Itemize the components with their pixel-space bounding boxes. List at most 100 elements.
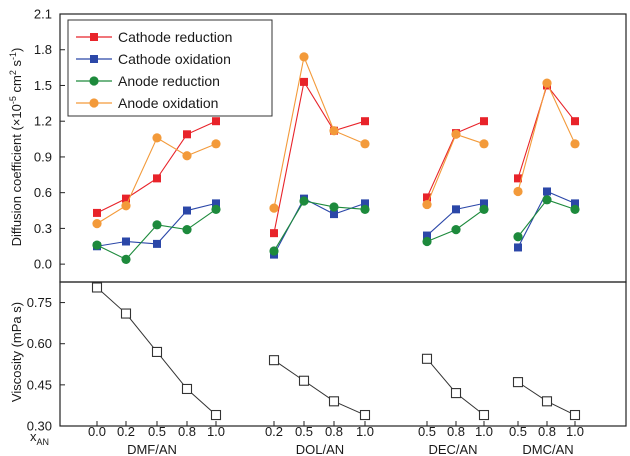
- data-point: [121, 254, 131, 264]
- top-y-tick-label: 1.5: [34, 78, 52, 93]
- series-line: [426, 358, 485, 416]
- data-point: [421, 353, 433, 364]
- group-label-dec-an: DEC/AN: [428, 442, 477, 456]
- legend-marker: [90, 55, 98, 63]
- data-point: [120, 308, 132, 319]
- data-point: [212, 199, 220, 208]
- data-point: [121, 201, 131, 211]
- top-y-tick-label: 0.3: [34, 221, 52, 236]
- data-point: [122, 237, 130, 246]
- data-point: [91, 282, 103, 293]
- data-point: [450, 388, 462, 399]
- data-point: [181, 383, 193, 395]
- top-y-tick-label: 1.2: [34, 114, 52, 129]
- x-axis-symbol: xAN: [30, 429, 49, 447]
- data-point: [422, 236, 432, 247]
- x-tick-label: 1.0: [566, 424, 584, 439]
- data-point: [361, 117, 369, 126]
- legend-marker: [90, 33, 98, 41]
- data-point: [153, 239, 161, 248]
- data-point: [514, 174, 522, 183]
- data-point: [423, 231, 431, 240]
- group-label-dmf-an: DMF/AN: [127, 442, 177, 456]
- data-point: [480, 199, 488, 208]
- legend-marker: [89, 98, 99, 108]
- data-point: [329, 126, 339, 136]
- x-tick-label: 1.0: [207, 424, 225, 439]
- data-point: [269, 203, 279, 213]
- data-point: [92, 219, 102, 229]
- data-point: [360, 139, 370, 149]
- data-point: [570, 139, 580, 149]
- series-line: [273, 197, 366, 255]
- data-point: [212, 117, 220, 126]
- data-point: [152, 133, 162, 143]
- data-point: [451, 224, 461, 235]
- data-point: [541, 396, 553, 407]
- data-point: [298, 375, 310, 386]
- data-point: [569, 409, 581, 421]
- data-point: [299, 196, 309, 206]
- top-axis: 0.0 0.3 0.6 0.9 1.2 1.5 1.8 2.1: [34, 7, 65, 272]
- data-point: [183, 130, 191, 139]
- legend-item-cathode-reduction: Cathode reduction: [76, 29, 232, 45]
- bottom-y-axis-title: Viscosity (mPa s): [9, 302, 24, 402]
- bottom-axis: 0.30 0.45 0.60 0.75: [27, 295, 65, 434]
- series-line: [426, 133, 485, 205]
- data-point: [211, 204, 221, 214]
- x-axis-labels: 0.0 0.2 0.5 0.8 1.0 DMF/AN 0.2 0.5 0.8 1.0 DOL/AN 0…: [88, 421, 584, 456]
- data-point: [478, 409, 490, 421]
- series-line: [96, 208, 217, 261]
- series-line: [273, 200, 366, 252]
- series-cathode-reduction: [93, 77, 579, 238]
- x-tick-label: 0.5: [509, 424, 527, 439]
- data-point: [571, 117, 579, 126]
- x-tick-label: 0.0: [88, 424, 106, 439]
- legend-label: Cathode reduction: [118, 29, 232, 45]
- top-y-tick-label: 1.8: [34, 42, 52, 57]
- top-y-axis-title: Diffusion coefficient (×10-5 cm2 s-1): [8, 48, 24, 247]
- bottom-y-tick-label: 0.45: [27, 377, 52, 392]
- data-point: [152, 220, 162, 230]
- data-point: [299, 52, 309, 62]
- x-tick-label: 1.0: [356, 424, 374, 439]
- data-point: [183, 206, 191, 215]
- data-point: [422, 199, 432, 210]
- x-tick-label: 0.5: [148, 424, 166, 439]
- group-label-dol-an: DOL/AN: [296, 442, 344, 456]
- legend-label: Cathode oxidation: [118, 51, 231, 67]
- series-line: [273, 359, 366, 416]
- x-tick-label: 0.8: [325, 424, 343, 439]
- data-point: [153, 174, 161, 183]
- series-line: [517, 81, 576, 192]
- bottom-series: [91, 282, 581, 421]
- data-point: [330, 210, 338, 219]
- group-label-dmc-an: DMC/AN: [522, 442, 573, 456]
- data-point: [151, 346, 163, 357]
- x-tick-label: 0.8: [447, 424, 465, 439]
- legend: Cathode reduction Cathode oxidation Anode …: [67, 19, 273, 117]
- series-line: [273, 54, 366, 209]
- legend-label: Anode oxidation: [118, 95, 218, 111]
- data-point: [359, 409, 371, 421]
- top-y-tick-label: 2.1: [34, 7, 52, 22]
- data-point: [182, 224, 192, 235]
- data-point: [269, 246, 279, 256]
- data-point: [542, 78, 552, 88]
- legend-box: [67, 19, 273, 117]
- data-point: [93, 208, 101, 217]
- data-point: [514, 243, 522, 252]
- legend-marker: [89, 76, 99, 86]
- data-point: [270, 229, 278, 238]
- legend-item-anode-reduction: Anode reduction: [76, 73, 220, 89]
- legend-item-anode-oxidation: Anode oxidation: [76, 95, 218, 111]
- data-point: [479, 204, 489, 214]
- data-point: [328, 396, 340, 407]
- top-y-tick-label: 0.0: [34, 257, 52, 272]
- x-tick-label: 0.2: [265, 424, 283, 439]
- data-point: [512, 377, 524, 388]
- top-series: [92, 52, 580, 264]
- bottom-y-tick-label: 0.60: [27, 336, 52, 351]
